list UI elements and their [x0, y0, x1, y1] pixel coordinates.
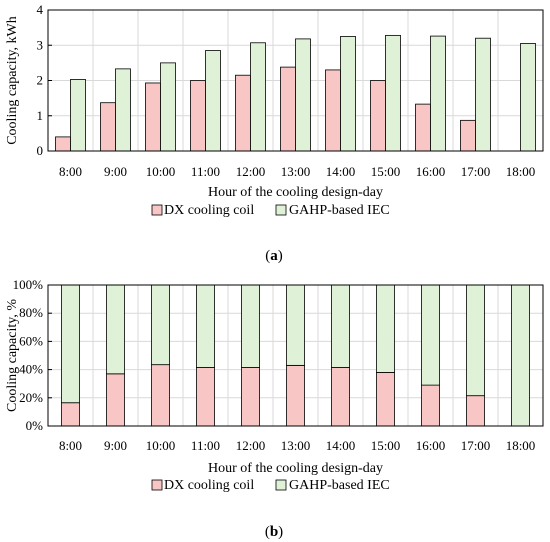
bar-gahp-based-iec — [106, 284, 125, 375]
bar-dx-cooling-coil — [466, 395, 485, 427]
bar-gahp-based-iec — [385, 34, 401, 152]
x-tick-label: 14:00 — [326, 164, 356, 179]
x-tick-label: 18:00 — [506, 438, 536, 453]
x-tick-label: 13:00 — [281, 164, 311, 179]
bar-dx-cooling-coil — [151, 364, 170, 427]
x-tick-label: 11:00 — [191, 438, 220, 453]
x-tick-label: 12:00 — [236, 438, 266, 453]
bar-dx-cooling-coil — [61, 402, 80, 427]
bar-gahp-based-iec — [286, 284, 305, 366]
bar-dx-cooling-coil — [331, 367, 350, 427]
legend: DX cooling coil GAHP-based IEC — [151, 478, 390, 493]
bar-gahp-based-iec — [520, 43, 536, 152]
x-tick-label: 8:00 — [59, 164, 82, 179]
bar-dx-cooling-coil — [280, 66, 296, 152]
x-axis-label: Hour of the cooling design-day — [208, 461, 383, 476]
bar-gahp-based-iec — [241, 284, 260, 368]
y-tick-label: 20% — [19, 390, 43, 405]
caption-letter-b: b — [270, 524, 278, 540]
bar-dx-cooling-coil — [241, 367, 260, 427]
plot-frame — [47, 284, 544, 427]
x-tick-label: 17:00 — [461, 438, 491, 453]
x-tick-label: 9:00 — [104, 438, 127, 453]
bar-gahp-based-iec — [160, 62, 176, 152]
y-axis-label: Cooling capacity, % — [5, 299, 20, 412]
bar-gahp-based-iec — [151, 284, 170, 366]
y-tick-label: 100% — [13, 277, 44, 292]
bar-gahp-based-iec — [295, 38, 311, 152]
x-tick-label: 15:00 — [371, 164, 401, 179]
bar-dx-cooling-coil — [325, 69, 341, 152]
bar-dx-cooling-coil — [415, 103, 431, 152]
y-tick-label: 4 — [37, 2, 44, 17]
y-tick-label: 0 — [37, 143, 44, 158]
bar-gahp-based-iec — [340, 36, 356, 152]
x-tick-label: 8:00 — [59, 438, 82, 453]
bar-dx-cooling-coil — [460, 119, 476, 152]
bar-dx-cooling-coil — [376, 372, 395, 427]
x-tick-label: 16:00 — [416, 438, 446, 453]
x-tick-label: 12:00 — [236, 164, 266, 179]
legend-label-dx: DX cooling coil — [164, 203, 254, 218]
x-tick-label: 13:00 — [281, 438, 311, 453]
x-tick-label: 10:00 — [146, 164, 176, 179]
y-axis-label: Cooling capacity, kWh — [5, 16, 20, 145]
bar-dx-cooling-coil — [145, 82, 161, 152]
y-tick-label: 80% — [19, 305, 43, 320]
bar-dx-cooling-coil — [106, 373, 125, 427]
bar-gahp-based-iec — [376, 284, 395, 373]
caption-letter-a: a — [270, 248, 278, 264]
y-tick-label: 3 — [37, 37, 44, 52]
bar-gahp-based-iec — [61, 284, 80, 404]
bar-dx-cooling-coil — [421, 384, 440, 427]
y-tick-label: 2 — [37, 73, 44, 88]
bar-gahp-based-iec — [250, 42, 266, 152]
bar-gahp-based-iec — [511, 284, 530, 427]
bar-dx-cooling-coil — [286, 364, 305, 427]
legend-label-iec: GAHP-based IEC — [289, 203, 390, 218]
x-tick-label: 14:00 — [326, 438, 356, 453]
legend: DX cooling coil GAHP-based IEC — [151, 203, 390, 218]
y-tick-label: 60% — [19, 333, 43, 348]
legend-swatch-dx — [151, 479, 163, 491]
bar-dx-cooling-coil — [55, 136, 71, 152]
bar-gahp-based-iec — [196, 284, 215, 368]
x-axis-label: Hour of the cooling design-day — [208, 185, 383, 200]
bar-dx-cooling-coil — [190, 80, 206, 152]
y-tick-label: 0% — [26, 418, 44, 433]
legend-swatch-iec — [275, 479, 287, 491]
bar-gahp-based-iec — [70, 79, 86, 152]
legend-swatch-dx — [151, 204, 163, 216]
bar-gahp-based-iec — [205, 50, 221, 152]
legend-label-iec: GAHP-based IEC — [289, 478, 390, 493]
bar-gahp-based-iec — [430, 35, 446, 152]
x-tick-label: 9:00 — [104, 164, 127, 179]
chart-a: 0 1 2 3 4 8:00 9:00 10:00 11:00 12:00 13:00 14:00 1… — [5, 2, 544, 264]
bar-dx-cooling-coil — [196, 367, 215, 427]
bar-gahp-based-iec — [115, 68, 131, 152]
legend-swatch-iec — [275, 204, 287, 216]
bar-dx-cooling-coil — [235, 74, 251, 152]
bar-dx-cooling-coil — [100, 102, 116, 152]
bar-dx-cooling-coil — [370, 80, 386, 152]
x-tick-label: 18:00 — [506, 164, 536, 179]
panel-caption-a: (a) — [265, 248, 283, 264]
bar-gahp-based-iec — [421, 284, 440, 386]
chart-b: 0% 20% 40% 60% 80% 100% 8:00 9:00 10:00 11:00 12:… — [5, 277, 544, 540]
legend-label-dx: DX cooling coil — [164, 478, 254, 493]
x-tick-label: 10:00 — [146, 438, 176, 453]
x-tick-label: 16:00 — [416, 164, 446, 179]
x-tick-label: 15:00 — [371, 438, 401, 453]
y-tick-label: 40% — [19, 362, 43, 377]
x-tick-label: 17:00 — [461, 164, 491, 179]
panel-caption-b: (b) — [265, 524, 283, 540]
y-tick-label: 1 — [37, 108, 44, 123]
bar-gahp-based-iec — [466, 284, 485, 397]
bar-gahp-based-iec — [475, 37, 491, 152]
bar-gahp-based-iec — [331, 284, 350, 368]
x-tick-label: 11:00 — [191, 164, 220, 179]
